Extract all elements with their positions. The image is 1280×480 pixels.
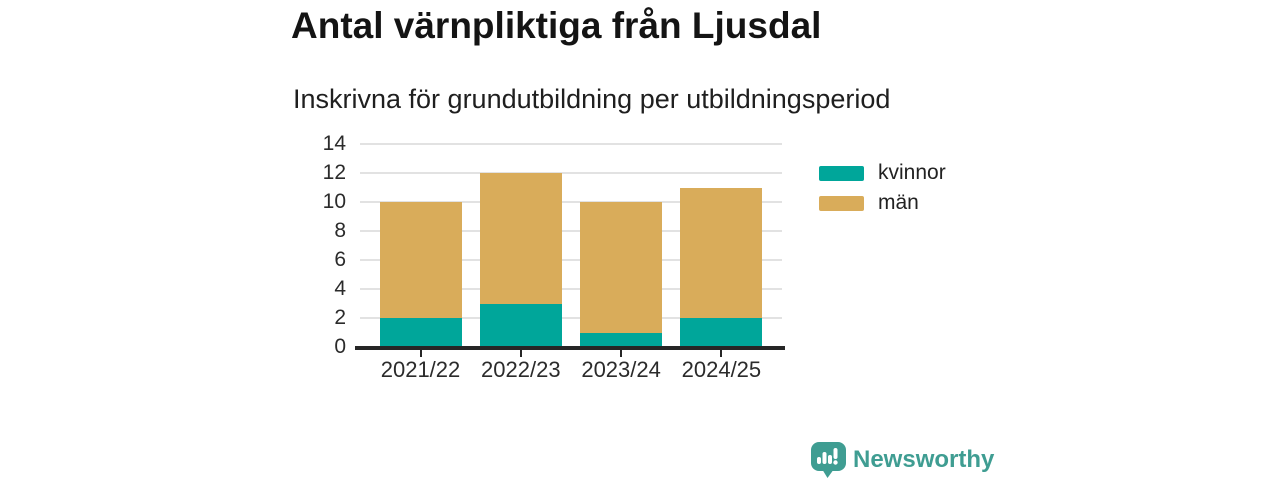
legend-swatch-kvinnor <box>819 166 864 181</box>
gridline <box>360 317 782 319</box>
x-axis-tick-label: 2024/25 <box>681 357 762 382</box>
x-axis-tick <box>519 350 522 357</box>
legend-label-man: män <box>878 191 919 214</box>
x-axis-tick <box>419 350 422 357</box>
gridline <box>360 259 782 261</box>
newsworthy-bubble-chart-icon <box>810 441 848 480</box>
x-axis-tick <box>620 350 623 357</box>
newsworthy-wordmark: Newsworthy <box>853 446 995 473</box>
x-axis-tick-label: 2023/24 <box>581 357 661 382</box>
y-axis-tick-label: 14 <box>322 132 346 155</box>
y-axis-tick-label: 2 <box>334 306 346 329</box>
bar-segment-kvinnor <box>379 318 462 347</box>
legend-label-kvinnor: kvinnor <box>878 161 946 184</box>
y-axis-tick-label: 8 <box>334 219 346 242</box>
bar-segment-kvinnor <box>680 318 763 347</box>
chart-title: Antal värnpliktiga från Ljusdal <box>291 5 822 46</box>
gridline <box>360 143 782 145</box>
gridline <box>360 201 782 203</box>
chart-subtitle: Inskrivna för grundutbildning per utbild… <box>293 84 891 114</box>
y-axis-tick-label: 12 <box>322 161 346 184</box>
gridline <box>360 288 782 290</box>
bar-segment-man <box>479 173 562 304</box>
bar-segment-man <box>379 202 462 318</box>
y-axis-tick-label: 0 <box>334 335 346 358</box>
gridline <box>360 172 782 174</box>
bar-segment-kvinnor <box>580 332 663 347</box>
bar-segment-man <box>580 202 663 333</box>
x-axis-tick-label: 2022/23 <box>481 357 561 382</box>
y-axis-tick-label: 4 <box>334 277 346 300</box>
y-axis-tick-label: 6 <box>334 248 346 271</box>
bar-segment-man <box>680 187 763 318</box>
y-axis-tick-label: 10 <box>322 190 346 213</box>
gridline <box>360 230 782 232</box>
x-axis-tick-label: 2021/22 <box>380 357 461 382</box>
legend-swatch-man <box>819 196 864 211</box>
x-axis-line <box>355 346 785 350</box>
bar-segment-kvinnor <box>479 303 562 347</box>
x-axis-tick <box>720 350 723 357</box>
